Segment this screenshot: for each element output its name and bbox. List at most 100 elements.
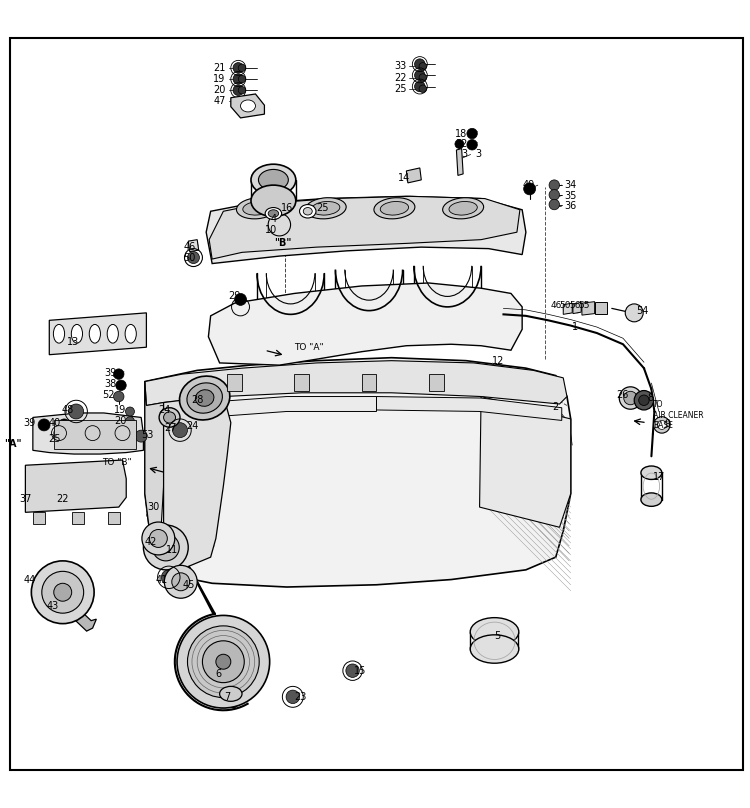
- Polygon shape: [209, 196, 520, 259]
- Polygon shape: [294, 374, 309, 390]
- Text: 34: 34: [565, 180, 577, 190]
- Circle shape: [113, 369, 124, 379]
- Polygon shape: [563, 303, 572, 314]
- Text: 38: 38: [104, 379, 116, 389]
- Circle shape: [596, 304, 605, 313]
- Circle shape: [467, 140, 477, 150]
- Polygon shape: [107, 512, 119, 524]
- Circle shape: [125, 417, 134, 426]
- Text: 11: 11: [166, 545, 178, 554]
- Ellipse shape: [187, 383, 223, 413]
- Polygon shape: [596, 302, 607, 314]
- Text: 44: 44: [23, 574, 36, 584]
- Circle shape: [346, 664, 359, 677]
- Ellipse shape: [89, 325, 101, 343]
- Circle shape: [419, 74, 427, 82]
- Ellipse shape: [164, 412, 176, 423]
- Text: 45: 45: [182, 580, 195, 590]
- Text: 47: 47: [213, 96, 226, 107]
- Circle shape: [626, 304, 644, 322]
- Text: 40: 40: [49, 419, 62, 428]
- Circle shape: [216, 654, 231, 669]
- Circle shape: [117, 428, 128, 439]
- Polygon shape: [429, 374, 444, 390]
- Circle shape: [415, 70, 425, 81]
- Text: TO
AIR CLEANER
BASE: TO AIR CLEANER BASE: [653, 400, 704, 430]
- Text: 17: 17: [653, 472, 665, 482]
- Ellipse shape: [107, 325, 118, 343]
- Ellipse shape: [641, 466, 662, 479]
- Ellipse shape: [125, 325, 136, 343]
- Text: 49: 49: [523, 180, 535, 190]
- Text: 39: 39: [104, 368, 116, 377]
- Text: 27: 27: [164, 423, 176, 433]
- Polygon shape: [145, 358, 571, 587]
- Text: 19: 19: [114, 405, 126, 415]
- Circle shape: [233, 74, 244, 84]
- Circle shape: [69, 404, 84, 419]
- Circle shape: [149, 529, 167, 548]
- Polygon shape: [206, 196, 526, 263]
- Polygon shape: [376, 397, 562, 420]
- Circle shape: [238, 86, 246, 94]
- Ellipse shape: [470, 635, 519, 663]
- Text: 15: 15: [354, 666, 367, 675]
- Text: 54: 54: [637, 305, 649, 316]
- Circle shape: [143, 525, 188, 570]
- Ellipse shape: [159, 408, 180, 427]
- Circle shape: [161, 570, 176, 585]
- Ellipse shape: [251, 164, 296, 196]
- Circle shape: [189, 241, 198, 250]
- Text: 33: 33: [394, 61, 406, 71]
- Ellipse shape: [53, 325, 64, 343]
- Text: TO "B": TO "B": [102, 458, 131, 467]
- Polygon shape: [479, 397, 571, 528]
- Circle shape: [624, 391, 638, 405]
- Polygon shape: [164, 395, 231, 572]
- Text: 46: 46: [184, 242, 196, 252]
- Text: 20: 20: [114, 416, 126, 426]
- Polygon shape: [573, 302, 581, 314]
- Text: 35: 35: [565, 191, 577, 200]
- Text: 48: 48: [62, 405, 74, 415]
- Circle shape: [42, 571, 84, 613]
- Circle shape: [233, 62, 244, 73]
- Circle shape: [38, 419, 50, 431]
- Circle shape: [228, 697, 238, 708]
- Text: 5: 5: [494, 630, 501, 641]
- Circle shape: [272, 217, 286, 232]
- Circle shape: [415, 82, 425, 92]
- Text: 53: 53: [141, 431, 154, 440]
- Circle shape: [573, 304, 582, 313]
- Text: eReplacementParts.com: eReplacementParts.com: [224, 370, 410, 385]
- Circle shape: [419, 85, 427, 92]
- Circle shape: [74, 515, 82, 522]
- Text: 14: 14: [398, 173, 410, 183]
- Ellipse shape: [470, 617, 519, 646]
- Ellipse shape: [251, 185, 296, 217]
- Polygon shape: [457, 149, 464, 175]
- Text: 24: 24: [186, 422, 198, 431]
- Ellipse shape: [442, 198, 484, 219]
- Polygon shape: [26, 460, 126, 512]
- Polygon shape: [145, 381, 167, 549]
- Text: 56: 56: [569, 301, 580, 310]
- Circle shape: [455, 140, 464, 149]
- Polygon shape: [50, 313, 146, 355]
- Polygon shape: [57, 592, 96, 631]
- Circle shape: [620, 387, 642, 409]
- Text: "A": "A": [4, 439, 22, 448]
- Polygon shape: [362, 374, 376, 390]
- Circle shape: [35, 515, 43, 522]
- Text: 24: 24: [159, 405, 171, 415]
- Circle shape: [188, 626, 260, 697]
- Circle shape: [654, 417, 670, 433]
- Text: 41: 41: [155, 574, 167, 584]
- Circle shape: [164, 566, 197, 598]
- Circle shape: [110, 515, 117, 522]
- Polygon shape: [72, 512, 84, 524]
- Circle shape: [235, 293, 247, 305]
- Polygon shape: [145, 360, 567, 406]
- Polygon shape: [164, 397, 376, 420]
- Ellipse shape: [236, 198, 278, 219]
